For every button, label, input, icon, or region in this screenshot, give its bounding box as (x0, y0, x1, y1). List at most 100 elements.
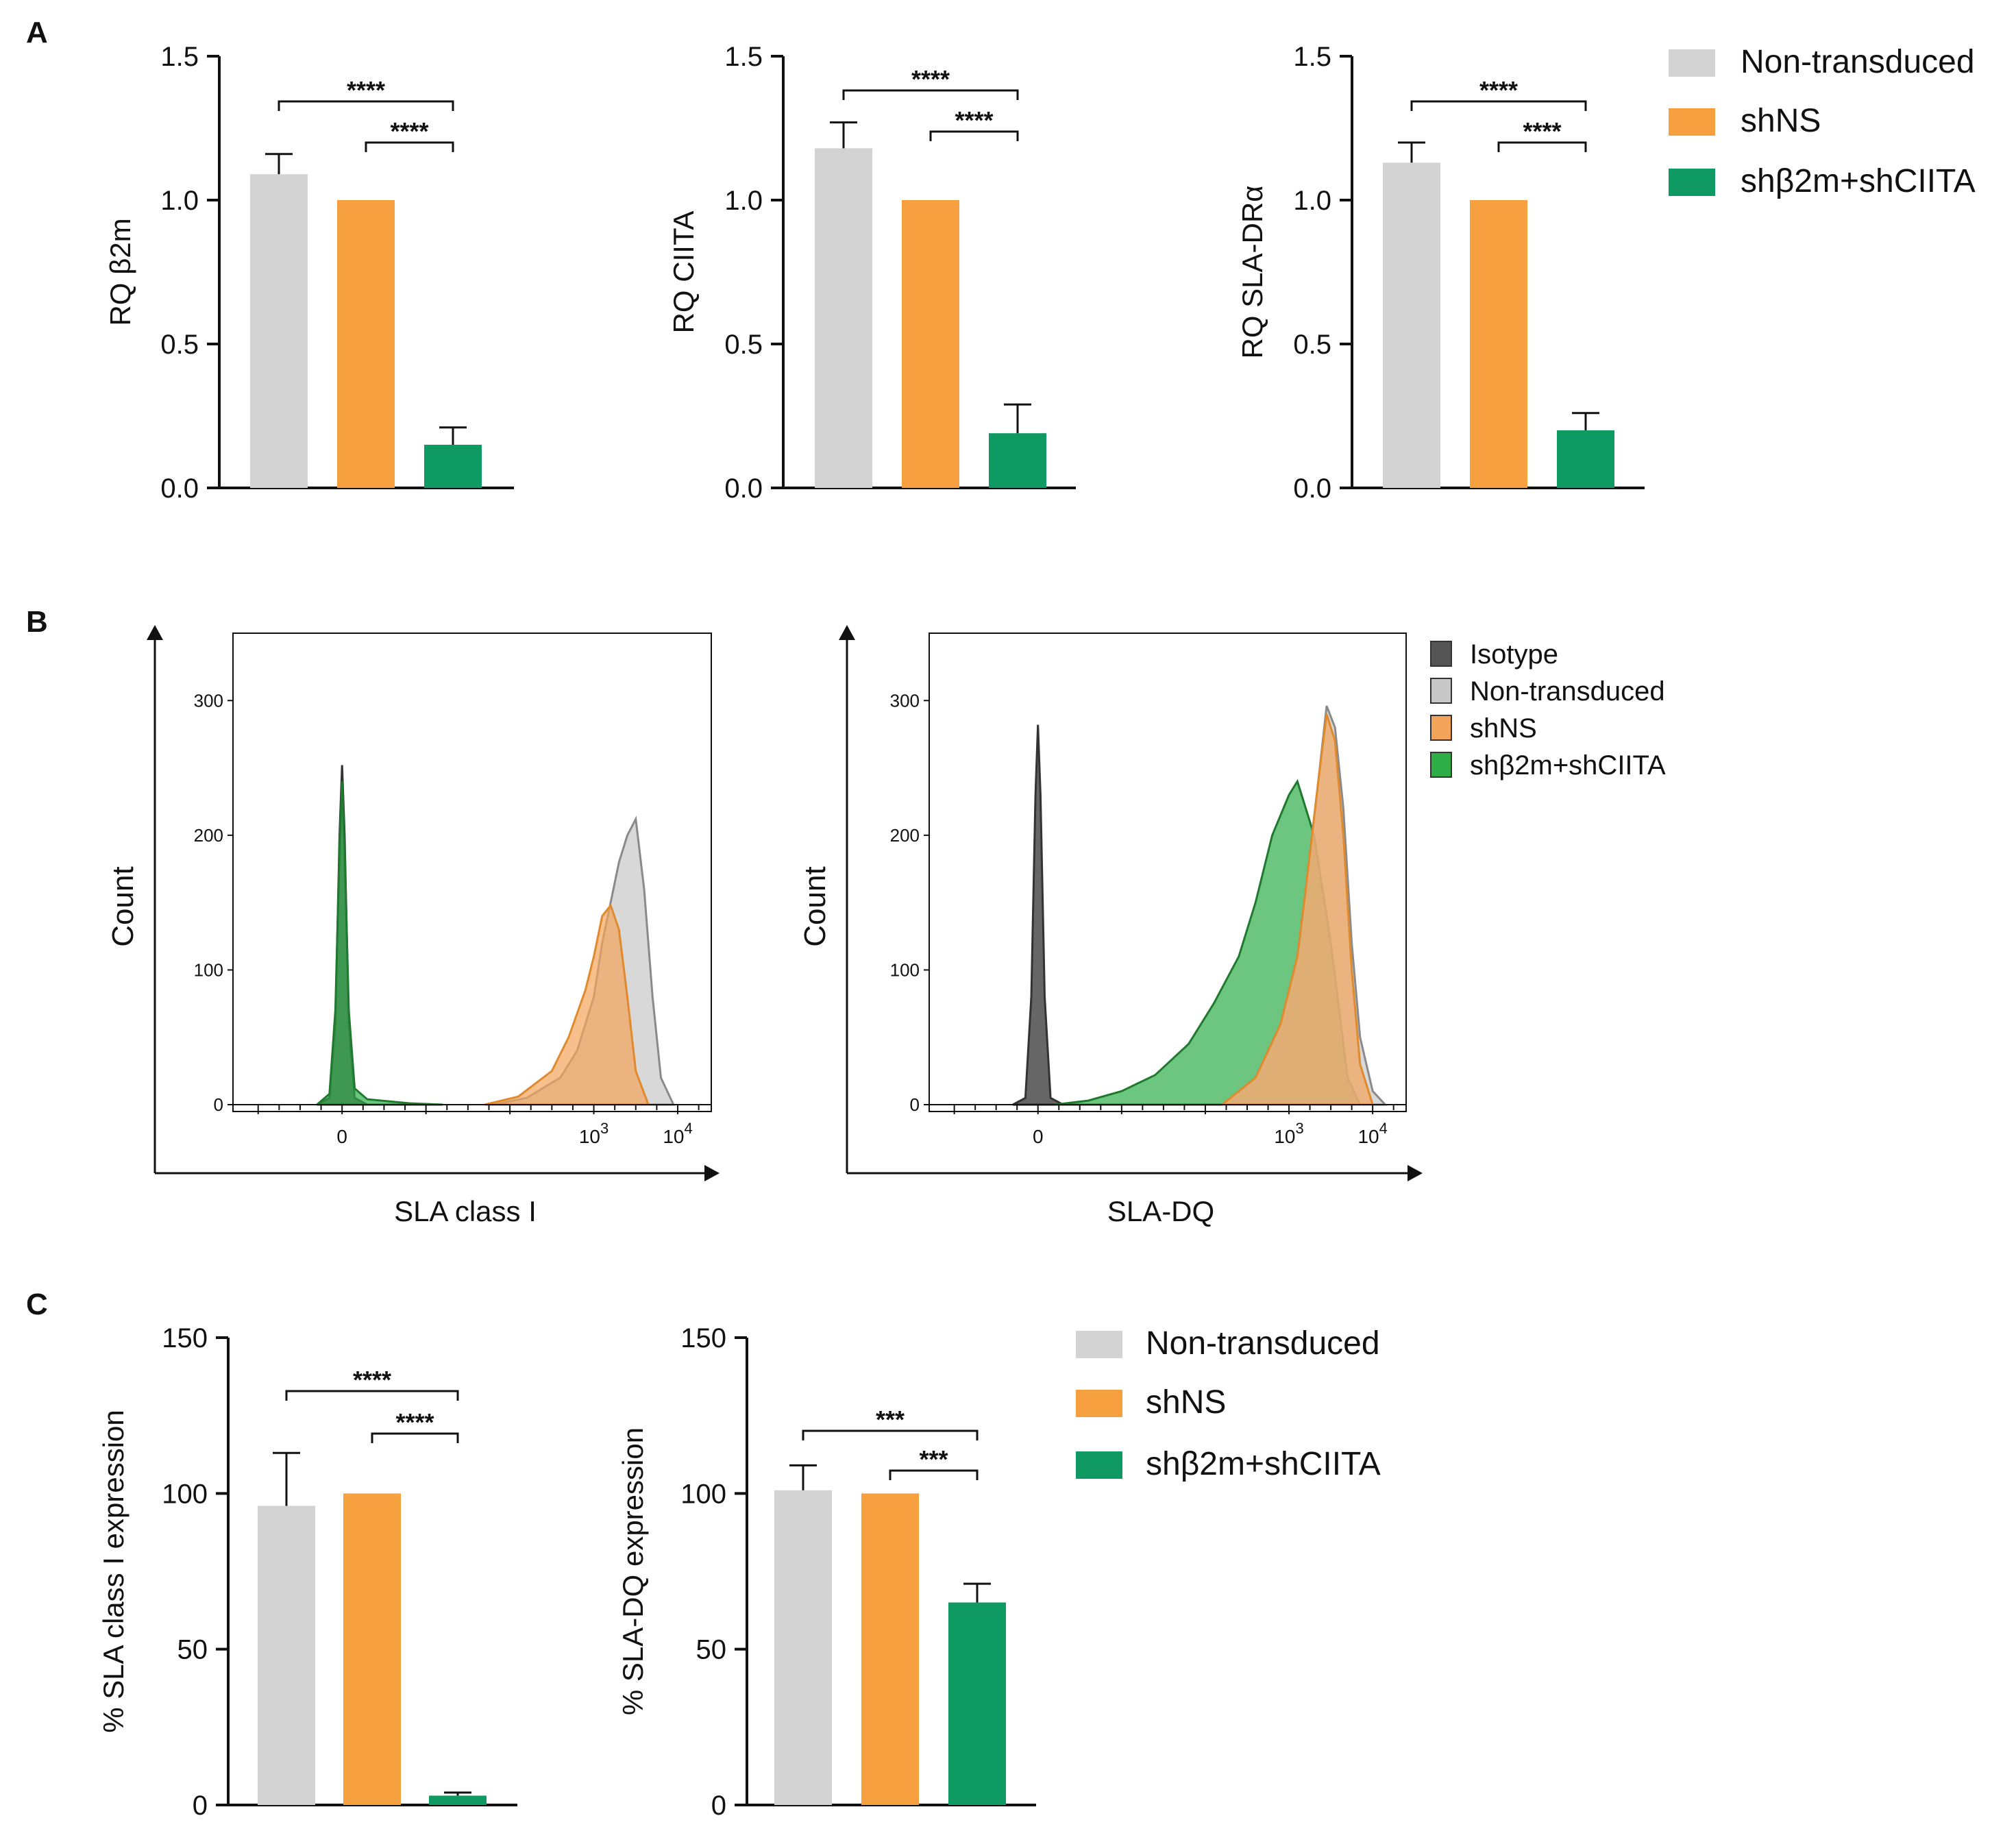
y-axis-label: Count (106, 866, 140, 946)
bar-shns (1470, 200, 1527, 488)
legend-swatch-sh-combo-c (1076, 1451, 1122, 1479)
x-axis-label: SLA class I (394, 1195, 537, 1227)
significance-label: **** (911, 65, 950, 93)
x-tick-label-0: 0 (336, 1126, 347, 1147)
significance-bracket (889, 1469, 979, 1480)
y-tick-label-1-5: 1.5 (1293, 42, 1331, 72)
significance-label: *** (876, 1405, 905, 1434)
y-tick-label-1-5: 1.5 (724, 42, 763, 72)
panel-label-a: A (26, 16, 48, 49)
legend-label-isotype: Isotype (1470, 639, 1558, 670)
bar-non-transduced (258, 1506, 315, 1805)
y-tick-label-0-0: 0.0 (724, 474, 763, 504)
x-axis-arrowhead (704, 1165, 720, 1181)
y-tick-label-100: 100 (890, 959, 920, 980)
legend-swatch-isotype (1430, 641, 1452, 667)
bar-chart-sla-dq-expression: 0 50 100 150 % SLA-DQ expression *** *** (617, 1323, 1036, 1821)
y-tick-label-200: 200 (890, 825, 920, 846)
legend-swatch-non-transduced-c (1076, 1331, 1122, 1358)
y-axis-label: RQ CIITA (667, 211, 700, 334)
bar-sh-2m-shciita (424, 445, 482, 488)
histogram-sla-class-i: 0 100 200 300 0 103 104 SLA class I Count (106, 625, 720, 1227)
x-axis-arrowhead (1407, 1165, 1423, 1181)
histogram-isotype (1012, 724, 1064, 1106)
significance-label: *** (919, 1445, 948, 1473)
bar-shns (343, 1493, 401, 1805)
x-tick-label-10-3: 103 (1274, 1120, 1303, 1147)
y-tick-label-0-5: 0.5 (160, 330, 199, 360)
legend-label-sh-combo: shβ2m+shCIITA (1741, 163, 1976, 199)
legend-swatch-sh-combo (1669, 169, 1715, 196)
x-tick-label-0: 0 (1033, 1126, 1044, 1147)
significance-label: **** (1523, 117, 1561, 145)
y-tick-label-0: 0 (214, 1094, 223, 1115)
y-axis-label: RQ SLA-DRα (1236, 186, 1268, 359)
y-tick-label-1-0: 1.0 (160, 186, 199, 216)
bar-non-transduced (250, 174, 308, 488)
y-tick-label-100: 100 (680, 1479, 726, 1509)
legend-label-shns: shNS (1741, 103, 1821, 139)
significance-bracket (1410, 100, 1587, 111)
y-axis-label: % SLA class I expression (97, 1410, 130, 1733)
legend-swatch-shns-c (1076, 1390, 1122, 1417)
bar-sh-2m-shciita (948, 1602, 1006, 1805)
legend-panel-a: Non-transduced shNS shβ2m+shCIITA (1669, 44, 1976, 199)
panel-label-b: B (26, 605, 48, 639)
y-axis-label: % SLA-DQ expression (617, 1427, 649, 1715)
bar-non-transduced (1383, 162, 1440, 488)
legend-label-sh-combo-hist: shβ2m+shCIITA (1470, 750, 1666, 781)
legend-label-non-transduced: Non-transduced (1741, 44, 1975, 80)
legend-label-non-transduced-c: Non-transduced (1146, 1325, 1380, 1362)
y-tick-label-200: 200 (194, 825, 223, 846)
y-tick-label-0: 0 (910, 1094, 920, 1115)
significance-label: **** (1479, 76, 1518, 104)
bar-non-transduced (774, 1490, 832, 1805)
histogram-sh-2m-shciita (316, 781, 443, 1106)
y-axis-label: RQ β2m (104, 218, 136, 326)
legend-label-sh-combo-c: shβ2m+shCIITA (1146, 1446, 1381, 1482)
legend-label-shns-hist: shNS (1470, 713, 1537, 744)
plot-frame (929, 633, 1407, 1112)
significance-bracket (1497, 141, 1587, 152)
y-tick-label-50: 50 (696, 1635, 727, 1665)
significance-bracket (371, 1432, 459, 1443)
y-tick-label-100: 100 (194, 959, 223, 980)
histogram-shns (484, 903, 650, 1106)
legend-swatch-non-transduced-hist (1430, 678, 1452, 704)
legend-panel-b: Isotype Non-transduced shNS shβ2m+shCIIT… (1430, 639, 1666, 781)
y-tick-label-0: 0 (711, 1791, 726, 1821)
x-tick-label-10-3: 103 (579, 1120, 609, 1147)
y-tick-label-150: 150 (162, 1323, 208, 1353)
x-tick-label-10-4: 104 (1357, 1120, 1387, 1147)
significance-label: **** (347, 76, 385, 104)
significance-label: **** (390, 117, 428, 145)
bar-chart-sla-class-i-expression: 0 50 100 150 % SLA class I expression *******… (97, 1323, 517, 1821)
legend-panel-c: Non-transduced shNS shβ2m+shCIITA (1076, 1325, 1381, 1482)
x-axis-label: SLA-DQ (1107, 1195, 1214, 1227)
significance-label: **** (395, 1408, 434, 1436)
legend-label-non-transduced-hist: Non-transduced (1470, 676, 1665, 707)
y-tick-label-0-5: 0.5 (1293, 330, 1331, 360)
bar-sh-2m-shciita (1557, 430, 1614, 488)
significance-bracket (365, 141, 454, 152)
significance-bracket (278, 100, 454, 111)
significance-label: **** (353, 1366, 391, 1394)
y-axis-label: Count (798, 866, 832, 946)
bar-shns (337, 200, 395, 488)
legend-swatch-shns-hist (1430, 715, 1452, 741)
significance-label: **** (955, 106, 993, 134)
bar-non-transduced (815, 148, 872, 488)
y-axis-arrowhead (147, 625, 163, 640)
y-tick-label-0-5: 0.5 (724, 330, 763, 360)
significance-bracket (285, 1390, 459, 1401)
legend-swatch-shns (1669, 108, 1715, 136)
y-tick-label-1-0: 1.0 (724, 186, 763, 216)
y-tick-label-1-5: 1.5 (160, 42, 199, 72)
y-tick-label-150: 150 (680, 1323, 726, 1353)
bar-shns (861, 1493, 919, 1805)
bar-sh-2m-shciita (429, 1795, 487, 1805)
panel-label-c: C (26, 1288, 48, 1321)
significance-bracket (802, 1429, 979, 1440)
bar-shns (902, 200, 959, 488)
